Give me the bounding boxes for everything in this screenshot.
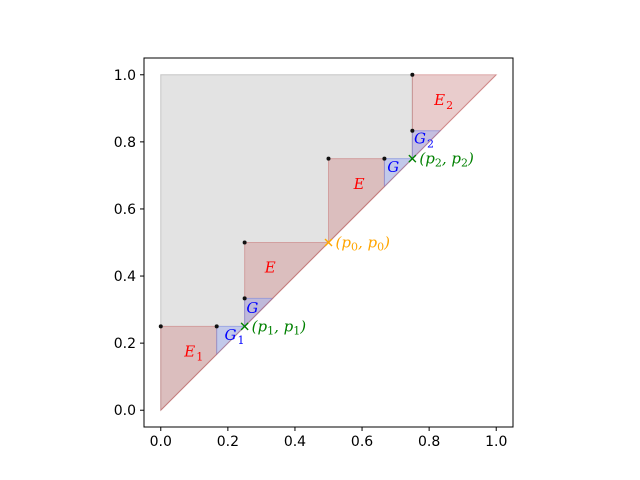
dot-4	[326, 156, 331, 161]
y-tick-label: 0.8	[114, 135, 136, 151]
region-label-1: G1	[225, 326, 245, 347]
x-axis: 0.0 0.2 0.4 0.6 0.8 1.0	[150, 427, 507, 450]
region-label-0: E1	[183, 343, 203, 364]
dot-1	[214, 324, 219, 329]
dot-2	[242, 296, 247, 301]
axes-frame	[143, 57, 514, 428]
fixed-point-marker	[408, 154, 417, 163]
region-label-7: E2	[433, 91, 453, 112]
dot-5	[382, 156, 387, 161]
x-tick-label: 0.4	[284, 434, 306, 450]
x-tick-label: 0.8	[418, 434, 440, 450]
red-region-0	[160, 325, 218, 412]
fixed-point-0: (p1, p1)	[240, 317, 307, 337]
region-label-4: E	[353, 175, 365, 193]
region-label-5: G	[387, 158, 399, 176]
y-tick-label: 0.2	[114, 336, 136, 352]
region-label-2: G	[246, 299, 258, 317]
fixed-point-label: (p2, p2)	[419, 150, 474, 170]
x-tick-label: 1.0	[485, 434, 507, 450]
y-tick-label: 0.6	[114, 202, 136, 218]
y-tick-label: 0.4	[114, 269, 136, 285]
x-tick-label: 0.2	[217, 434, 239, 450]
x-tick-label: 0.6	[351, 434, 373, 450]
fixed-point-1: (p0, p0)	[324, 234, 391, 254]
y-axis: 0.0 0.2 0.4 0.6 0.8 1.0	[114, 68, 144, 419]
fixed-point-marker	[324, 238, 333, 247]
red-region-2	[328, 158, 385, 244]
region-label-3: E	[264, 259, 276, 277]
region-label-6: G2	[414, 130, 434, 151]
fixed-point-label: (p0, p0)	[336, 234, 391, 254]
x-tick-label: 0.0	[150, 434, 172, 450]
dot-3	[242, 240, 247, 245]
fixed-point-label: (p1, p1)	[252, 317, 307, 337]
dot-0	[158, 324, 163, 329]
y-tick-label: 0.0	[114, 403, 136, 419]
y-tick-label: 1.0	[114, 68, 136, 84]
dot-7	[410, 72, 415, 77]
dot-6	[410, 128, 415, 133]
fixed-point-2: (p2, p2)	[408, 150, 474, 170]
fixed-point-marker	[240, 322, 249, 331]
